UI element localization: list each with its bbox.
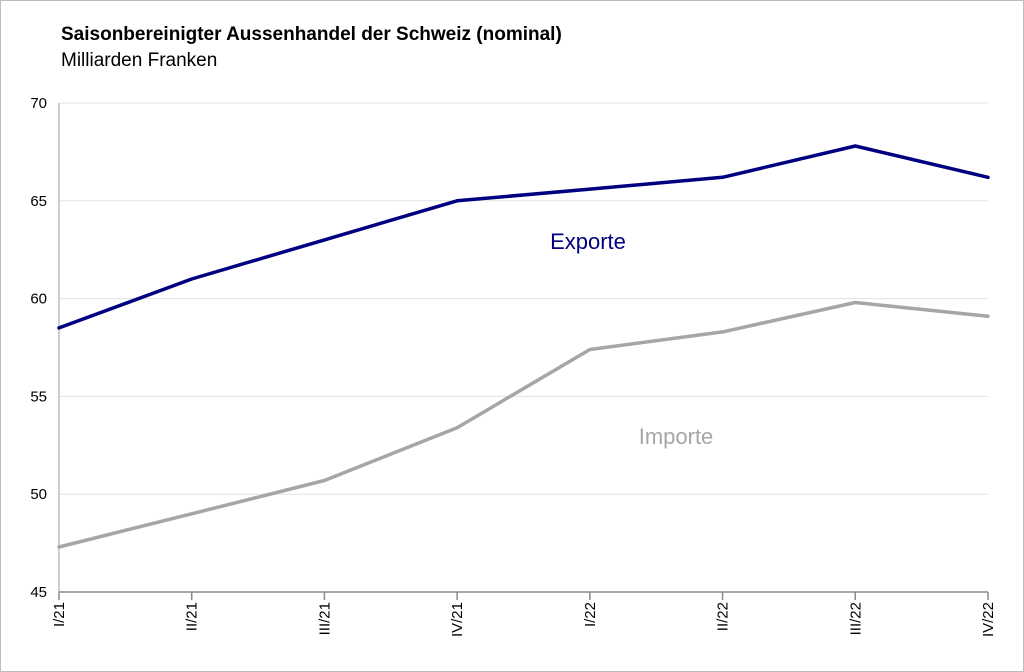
- data-point-exporte-1: [190, 277, 194, 281]
- x-tick-label-6: III/22: [847, 602, 864, 635]
- y-tick-label-70: 70: [30, 95, 47, 112]
- chart-title: Saisonbereinigter Aussenhandel der Schwe…: [61, 24, 562, 45]
- x-tick-label-7: IV/22: [980, 602, 997, 637]
- series-labels: Exporte Importe: [550, 229, 713, 449]
- axes: 45 50 55 60 65 70 I/21 II/21 III/21 IV/21 I/22 II/2…: [30, 95, 997, 637]
- data-point-importe-5: [720, 330, 725, 334]
- data-point-importe-2: [322, 478, 327, 483]
- series-label-importe: Importe: [639, 424, 714, 449]
- data-point-exporte-3: [455, 199, 459, 203]
- y-tick-label-50: 50: [30, 486, 47, 503]
- data-point-importe-3: [455, 426, 459, 430]
- y-tick-label-65: 65: [30, 193, 47, 210]
- data-point-exporte-5: [720, 175, 725, 179]
- y-tick-label-60: 60: [30, 291, 47, 308]
- data-point-exporte-0: [57, 326, 61, 330]
- data-point-importe-0: [57, 545, 61, 549]
- chart-subtitle: Milliarden Franken: [61, 50, 218, 71]
- data-point-exporte-2: [322, 238, 327, 242]
- y-tick-label-45: 45: [30, 584, 47, 601]
- series-line-exporte: [57, 144, 990, 330]
- data-point-importe-6: [853, 300, 857, 305]
- series-label-exporte: Exporte: [550, 229, 626, 254]
- data-point-exporte-6: [853, 144, 857, 148]
- x-tick-label-1: II/21: [184, 602, 201, 631]
- x-tick-label-2: III/21: [316, 602, 333, 635]
- series-lines: [57, 144, 990, 549]
- data-point-exporte-4: [588, 187, 592, 191]
- x-tick-label-4: I/22: [582, 602, 599, 627]
- y-tick-label-55: 55: [30, 388, 47, 405]
- x-tick-label-3: IV/21: [449, 602, 466, 637]
- data-point-exporte-7: [986, 175, 990, 179]
- x-tick-label-5: II/22: [715, 602, 732, 631]
- x-tick-label-0: I/21: [51, 602, 68, 627]
- data-point-importe-7: [986, 314, 990, 318]
- series-line-importe: [57, 300, 990, 549]
- data-point-importe-4: [588, 347, 592, 352]
- gridlines: [59, 102, 988, 495]
- data-point-importe-1: [190, 512, 194, 516]
